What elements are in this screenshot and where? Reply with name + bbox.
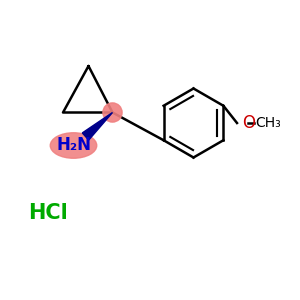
Ellipse shape: [50, 133, 97, 158]
Circle shape: [103, 103, 122, 122]
Text: O: O: [242, 114, 255, 132]
Polygon shape: [82, 112, 112, 140]
Text: H₂N: H₂N: [56, 136, 91, 154]
Text: HCl: HCl: [28, 203, 68, 223]
Text: CH₃: CH₃: [256, 116, 281, 130]
